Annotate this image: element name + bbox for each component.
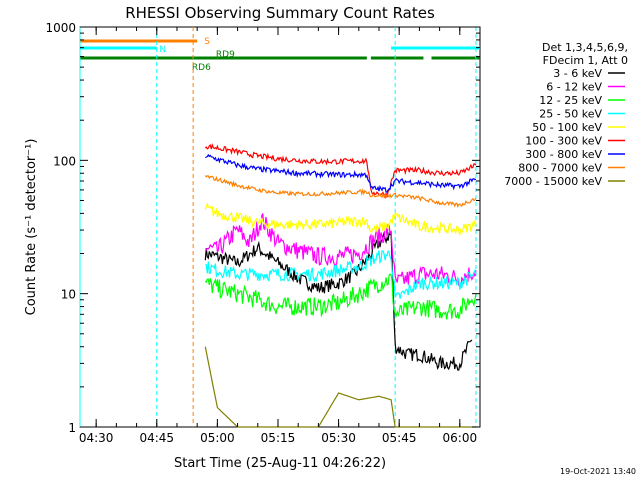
flag-label-s: S: [204, 37, 210, 47]
legend: Det 1,3,4,5,6,9,FDecim 1, Att 03 - 6 keV…: [504, 41, 628, 188]
flag-label-rd6: RD6: [192, 63, 211, 73]
y-tick-label: 100: [53, 154, 76, 168]
series-line-25-50-kev: [205, 249, 477, 299]
y-axis: 1 10 100 1000: [45, 21, 480, 435]
flag-label-rd9: RD9: [216, 50, 235, 60]
y-tick-label: 1000: [45, 21, 76, 35]
series-line-100-300-kev: [204, 143, 477, 200]
x-axis: 04:30 04:45 05:00 05:15 05:30 05:45 06:00: [79, 27, 481, 445]
x-tick-label: 05:45: [382, 431, 417, 445]
y-axis-label: Count Rate (s⁻¹ detector⁻¹): [24, 139, 39, 316]
legend-label-300-800-kev: 300 - 800 keV: [525, 148, 602, 161]
x-tick-label: 05:30: [321, 431, 356, 445]
legend-label-3-6-kev: 3 - 6 keV: [553, 67, 602, 80]
x-tick-label: 04:30: [79, 431, 114, 445]
x-tick-label: 06:00: [443, 431, 478, 445]
chart-title: RHESSI Observing Summary Count Rates: [125, 4, 435, 22]
series-line-3-6-kev: [204, 230, 473, 371]
legend-label-100-300-kev: 100 - 300 keV: [525, 135, 602, 148]
legend-header-line: Det 1,3,4,5,6,9,: [542, 41, 628, 54]
series-layer: [204, 143, 477, 428]
x-axis-label: Start Time (25-Aug-11 04:26:22): [174, 456, 386, 471]
series-line-800-7000-kev: [204, 175, 477, 208]
series-line-7000-15000-kev: [204, 346, 476, 428]
timestamp: 19-Oct-2021 13:40: [560, 467, 636, 476]
legend-label-7000-15000-kev: 7000 - 15000 keV: [504, 175, 602, 188]
legend-label-12-25-kev: 12 - 25 keV: [539, 94, 602, 107]
flags-layer: S N RD6 RD9: [80, 37, 480, 73]
markers-layer: [79, 27, 477, 427]
x-tick-label: 05:00: [200, 431, 235, 445]
y-tick-label: 10: [61, 288, 76, 302]
series-line-50-100-kev: [204, 202, 477, 236]
legend-header-line: FDecim 1, Att 0: [543, 54, 628, 67]
legend-label-800-7000-kev: 800 - 7000 keV: [518, 162, 602, 175]
series-line-12-25-kev: [204, 273, 477, 320]
flag-label-n: N: [159, 45, 166, 55]
x-tick-label: 04:45: [139, 431, 174, 445]
series-line-300-800-kev: [205, 153, 477, 193]
legend-label-6-12-kev: 6 - 12 keV: [546, 81, 602, 94]
plot-frame: [79, 26, 481, 428]
y-tick-label: 1: [68, 421, 76, 435]
series-line-6-12-kev: [204, 213, 477, 288]
x-tick-label: 05:15: [261, 431, 296, 445]
legend-label-25-50-kev: 25 - 50 keV: [539, 108, 602, 121]
legend-label-50-100-kev: 50 - 100 keV: [532, 121, 602, 134]
